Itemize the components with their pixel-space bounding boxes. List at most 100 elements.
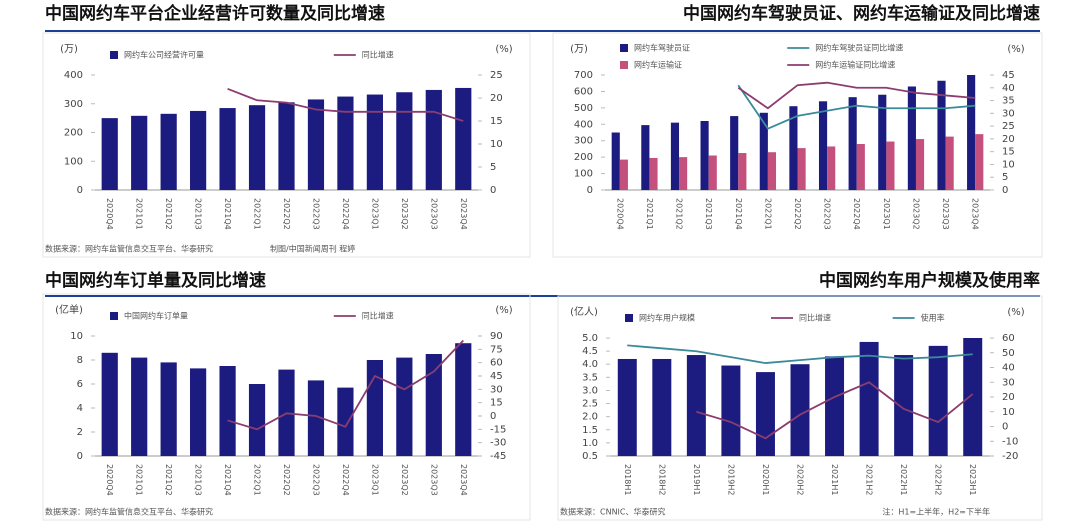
- panel: [557, 295, 1043, 521]
- y2-tick-label: 10: [1002, 159, 1015, 170]
- bar: [967, 75, 976, 190]
- y2-tick-label: 30: [1002, 108, 1015, 119]
- y2-tick-label: 60: [1002, 333, 1015, 344]
- y-tick-label: 4: [77, 403, 83, 414]
- y2-axis-label: (%): [1007, 307, 1024, 318]
- note: 注：H1=上半年，H2=下半年: [882, 507, 990, 517]
- bar: [649, 157, 658, 190]
- x-tick-label: 2021Q4: [223, 464, 232, 496]
- bar: [101, 118, 118, 190]
- legend-label: 网约车公司经营许可量: [124, 50, 204, 60]
- bar: [937, 80, 946, 190]
- bar: [619, 159, 628, 190]
- bar: [670, 122, 680, 190]
- x-tick-label: 2018H1: [623, 464, 632, 495]
- bar: [915, 139, 925, 190]
- chart-title: 中国网约车订单量及同比增速: [45, 270, 266, 291]
- bar: [366, 360, 383, 456]
- y2-tick-label: 30: [490, 384, 503, 395]
- y-tick-label: 100: [574, 169, 593, 180]
- x-tick-label: 2021Q1: [135, 464, 144, 496]
- bar: [797, 148, 806, 190]
- y-tick-label: 300: [64, 99, 83, 110]
- y2-tick-label: 45: [490, 371, 503, 382]
- y-tick-label: 2.0: [582, 412, 598, 423]
- x-tick-label: 2022Q3: [311, 464, 320, 496]
- bar: [278, 102, 295, 190]
- x-tick-label: 2021H2: [865, 464, 874, 495]
- y-tick-label: 1.0: [582, 438, 598, 449]
- bar: [160, 113, 177, 190]
- y-tick-label: 500: [574, 103, 593, 114]
- y-tick-label: 5.0: [582, 333, 598, 344]
- y-tick-label: 100: [64, 156, 83, 167]
- y2-tick-label: 15: [490, 116, 503, 127]
- y-tick-label: 3.5: [582, 372, 598, 383]
- x-tick-label: 2021H1: [830, 464, 839, 495]
- bar: [963, 338, 983, 456]
- y2-tick-label: 15: [490, 398, 503, 409]
- line: [737, 81, 976, 110]
- y-tick-label: 4.5: [582, 346, 598, 357]
- bar: [337, 96, 354, 190]
- bar: [160, 362, 177, 456]
- y2-tick-label: -45: [490, 451, 506, 462]
- x-tick-label: 2023Q3: [429, 464, 438, 496]
- x-tick-label: 2023Q4: [971, 198, 980, 230]
- legend-label: 网约车驾驶员证同比增速: [815, 43, 903, 53]
- x-tick-label: 2023H1: [968, 464, 977, 495]
- y-tick-label: 600: [574, 86, 593, 97]
- legend-label: 网约车用户规模: [639, 313, 695, 323]
- legend-label: 同比增速: [362, 50, 394, 60]
- x-tick-label: 2019H1: [692, 464, 701, 495]
- y-tick-label: 0: [77, 451, 83, 462]
- bar: [700, 121, 709, 190]
- y2-tick-label: -30: [490, 438, 506, 449]
- x-tick-label: 2022Q2: [282, 198, 291, 230]
- y2-tick-label: 0: [490, 185, 496, 196]
- x-tick-label: 2022H1: [899, 464, 908, 495]
- x-tick-label: 2022Q4: [341, 198, 350, 230]
- bar: [759, 112, 768, 190]
- bar: [886, 141, 895, 190]
- bar: [721, 365, 741, 456]
- bar: [190, 110, 207, 190]
- bar: [859, 341, 879, 456]
- x-tick-label: 2021Q3: [194, 464, 203, 496]
- y2-tick-label: 75: [490, 344, 503, 355]
- line: [627, 344, 973, 364]
- y2-tick-label: 5: [490, 162, 496, 173]
- credit: 制图/中国新闻周刊 程婷: [270, 244, 355, 254]
- bar: [848, 97, 857, 190]
- y2-tick-label: 25: [1002, 121, 1015, 132]
- x-tick-label: 2021Q3: [194, 198, 203, 230]
- line: [227, 339, 464, 431]
- bar: [366, 94, 383, 190]
- bar: [425, 89, 442, 190]
- y-tick-label: 200: [574, 152, 593, 163]
- bar: [455, 87, 472, 190]
- bar: [455, 343, 472, 456]
- x-tick-label: 2021Q1: [135, 198, 144, 230]
- bar: [248, 105, 266, 190]
- y-tick-label: 200: [64, 128, 83, 139]
- y-tick-label: 1.5: [582, 425, 598, 436]
- y-tick-label: 0: [587, 185, 593, 196]
- y2-tick-label: 40: [1002, 83, 1015, 94]
- source: 数据来源：网约车监管信息交互平台、华泰研究: [45, 244, 213, 254]
- bar: [307, 99, 325, 190]
- y2-tick-label: 25: [490, 70, 503, 81]
- bar: [686, 355, 706, 456]
- y2-tick-label: 20: [1002, 134, 1015, 145]
- bar: [730, 116, 739, 190]
- x-tick-label: 2019H2: [726, 464, 735, 495]
- bar: [856, 144, 865, 190]
- line: [227, 87, 464, 122]
- bar: [818, 101, 828, 190]
- y2-tick-label: -15: [490, 424, 506, 435]
- x-tick-label: 2021Q3: [704, 198, 713, 230]
- x-tick-label: 2023Q1: [370, 198, 379, 230]
- y2-tick-label: 0: [490, 411, 496, 422]
- y2-tick-label: 40: [1002, 363, 1015, 374]
